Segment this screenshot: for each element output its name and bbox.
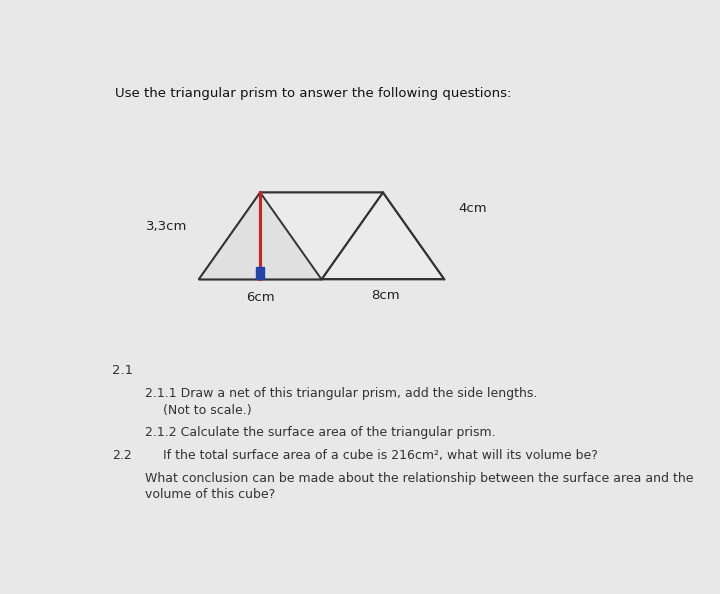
Text: volume of this cube?: volume of this cube?	[145, 488, 275, 501]
Polygon shape	[260, 192, 444, 279]
Polygon shape	[199, 192, 383, 279]
Text: If the total surface area of a cube is 216cm², what will its volume be?: If the total surface area of a cube is 2…	[163, 449, 598, 462]
Text: Use the triangular prism to answer the following questions:: Use the triangular prism to answer the f…	[115, 87, 511, 100]
Text: (Not to scale.): (Not to scale.)	[163, 404, 251, 417]
Text: 2.2: 2.2	[112, 449, 132, 462]
Polygon shape	[199, 192, 322, 279]
Polygon shape	[256, 267, 264, 279]
Text: 3,3cm: 3,3cm	[146, 220, 188, 233]
Text: 2.1.2 Calculate the surface area of the triangular prism.: 2.1.2 Calculate the surface area of the …	[145, 426, 495, 439]
Text: 2.1.1 Draw a net of this triangular prism, add the side lengths.: 2.1.1 Draw a net of this triangular pris…	[145, 387, 537, 400]
Text: What conclusion can be made about the relationship between the surface area and : What conclusion can be made about the re…	[145, 472, 693, 485]
Text: 4cm: 4cm	[459, 202, 487, 215]
Text: 2.1: 2.1	[112, 364, 133, 377]
Text: 8cm: 8cm	[372, 289, 400, 302]
Text: 6cm: 6cm	[246, 291, 274, 304]
